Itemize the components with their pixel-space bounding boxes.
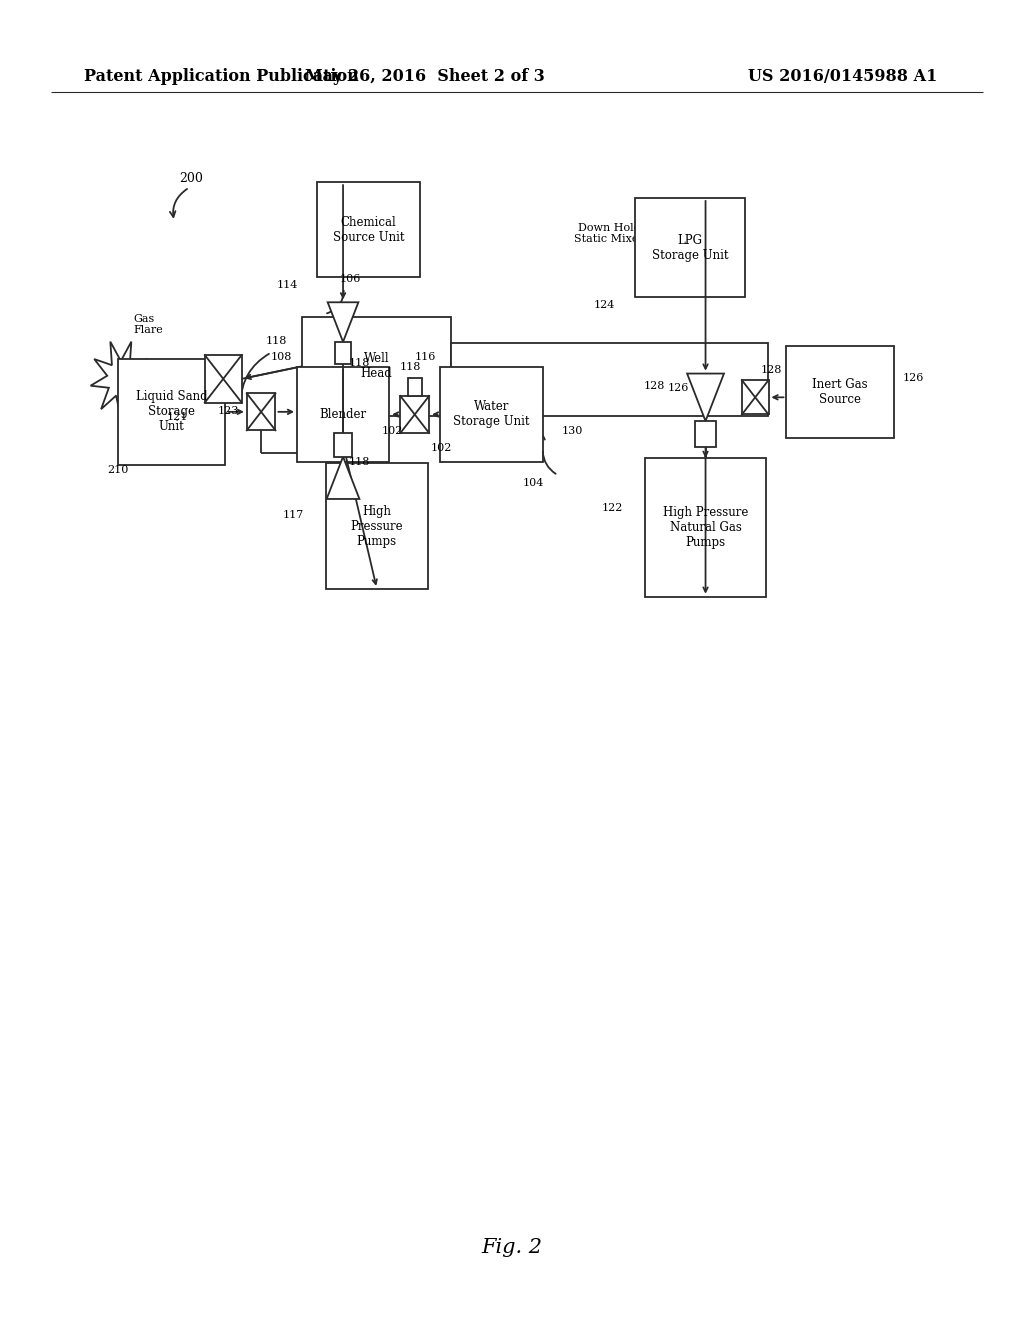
Bar xyxy=(741,380,768,414)
Bar xyxy=(334,433,352,457)
Text: 114: 114 xyxy=(276,280,298,290)
Text: 200: 200 xyxy=(179,172,203,185)
Text: 122: 122 xyxy=(602,503,624,513)
Bar xyxy=(400,396,429,433)
Text: May 26, 2016  Sheet 2 of 3: May 26, 2016 Sheet 2 of 3 xyxy=(305,69,545,84)
Bar xyxy=(695,421,716,447)
Text: Patent Application Publication: Patent Application Publication xyxy=(84,69,358,84)
Bar xyxy=(408,378,422,396)
Bar xyxy=(205,355,242,403)
Polygon shape xyxy=(327,457,359,499)
Text: 104: 104 xyxy=(522,478,544,488)
Bar xyxy=(335,342,351,363)
Text: Down Hole
Static Mixer: Down Hole Static Mixer xyxy=(574,223,644,244)
Text: 123: 123 xyxy=(218,405,240,416)
Text: US 2016/0145988 A1: US 2016/0145988 A1 xyxy=(748,69,937,84)
Bar xyxy=(247,393,275,430)
Text: 118: 118 xyxy=(399,362,421,372)
Text: 210: 210 xyxy=(108,465,129,475)
Bar xyxy=(451,343,768,416)
Bar xyxy=(302,317,451,416)
Text: 102: 102 xyxy=(431,442,453,453)
Text: Blender: Blender xyxy=(319,408,367,421)
Text: 128: 128 xyxy=(644,380,666,391)
Bar xyxy=(635,198,745,297)
Text: 126: 126 xyxy=(902,372,924,383)
Text: Well
Head: Well Head xyxy=(360,352,392,380)
Bar xyxy=(118,359,225,465)
Text: Gas
Flare: Gas Flare xyxy=(133,314,163,335)
Polygon shape xyxy=(687,374,724,421)
Polygon shape xyxy=(328,302,358,342)
Text: High
Pressure
Pumps: High Pressure Pumps xyxy=(350,504,403,548)
Text: 130: 130 xyxy=(561,426,583,437)
Text: 118: 118 xyxy=(266,335,287,346)
Text: Inert Gas
Source: Inert Gas Source xyxy=(812,378,868,407)
Text: Chemical
Source Unit: Chemical Source Unit xyxy=(333,215,404,244)
Text: 108: 108 xyxy=(270,351,292,362)
Polygon shape xyxy=(90,342,152,418)
Text: Liquid Sand
Storage
Unit: Liquid Sand Storage Unit xyxy=(136,391,207,433)
Bar xyxy=(297,367,389,462)
Text: 118: 118 xyxy=(348,358,370,368)
Text: Fig. 2: Fig. 2 xyxy=(481,1238,543,1257)
Text: 106: 106 xyxy=(339,273,360,284)
Text: Water
Storage Unit: Water Storage Unit xyxy=(454,400,529,429)
Text: 117: 117 xyxy=(283,510,304,520)
Text: 126: 126 xyxy=(668,383,689,393)
Bar xyxy=(440,367,543,462)
Text: High Pressure
Natural Gas
Pumps: High Pressure Natural Gas Pumps xyxy=(663,506,749,549)
Bar xyxy=(645,458,766,597)
Text: LPG
Storage Unit: LPG Storage Unit xyxy=(652,234,728,261)
Bar xyxy=(317,182,420,277)
Text: 116: 116 xyxy=(415,351,436,362)
Text: 102: 102 xyxy=(382,425,403,436)
Text: 128: 128 xyxy=(760,364,781,375)
Bar xyxy=(786,346,894,438)
Text: 118: 118 xyxy=(348,457,370,467)
Bar xyxy=(326,463,428,589)
Text: 121: 121 xyxy=(167,412,188,422)
Text: 124: 124 xyxy=(594,300,615,310)
